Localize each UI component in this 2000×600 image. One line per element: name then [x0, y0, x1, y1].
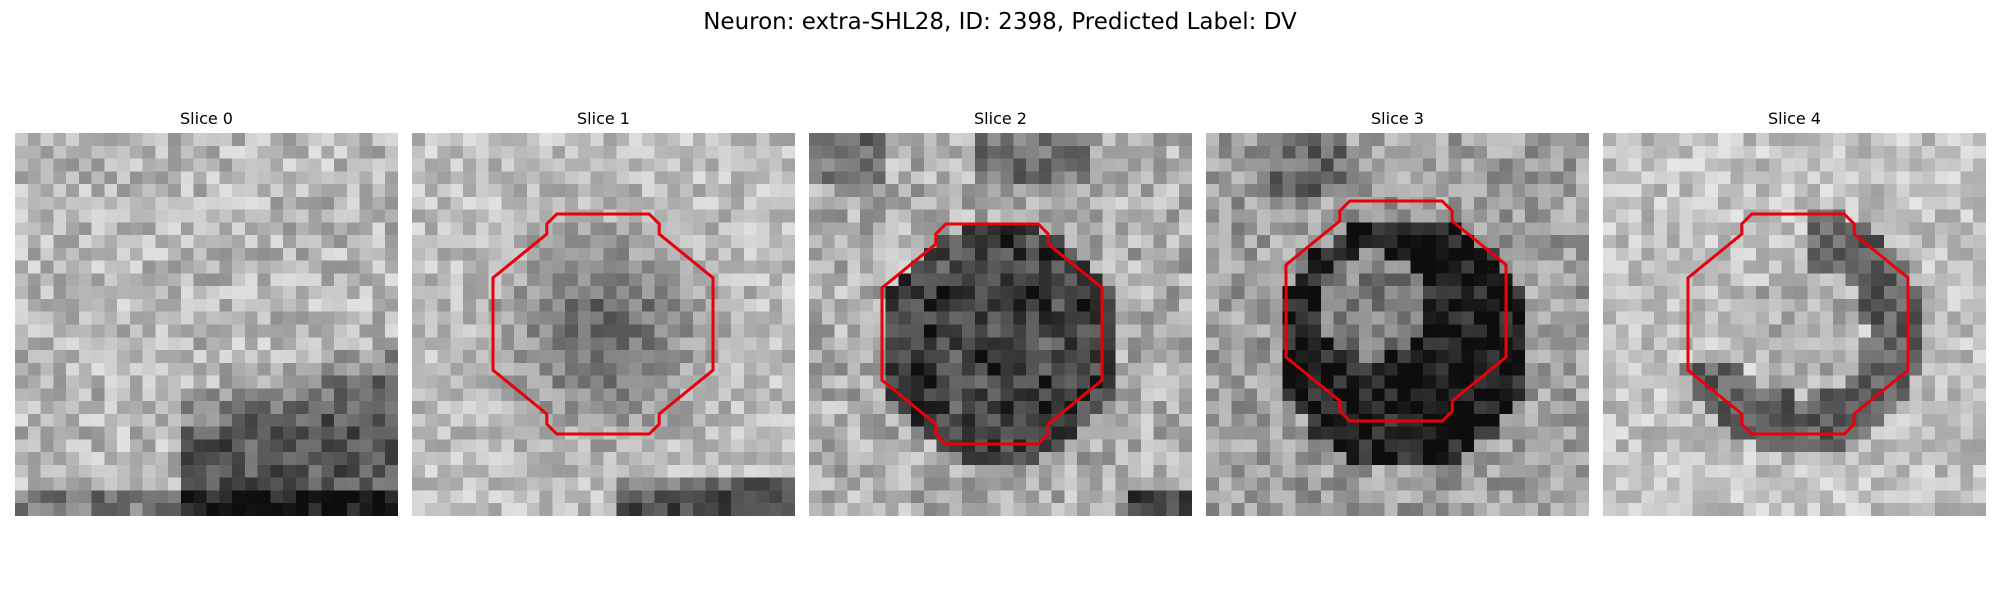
slice-panel-0: Slice 0 — [15, 108, 398, 516]
slice-pixels — [809, 133, 1192, 516]
contour-overlay — [491, 212, 715, 436]
contour-overlay — [880, 222, 1104, 446]
slice-panel-4: Slice 4 — [1603, 108, 1986, 516]
slice-image — [15, 133, 398, 516]
slice-title: Slice 2 — [974, 109, 1027, 128]
slice-title: Slice 1 — [577, 109, 630, 128]
slice-title: Slice 0 — [180, 109, 233, 128]
slice-panel-2: Slice 2 — [809, 108, 1192, 516]
slice-title: Slice 4 — [1768, 109, 1821, 128]
cell-contour — [880, 222, 1104, 446]
cell-contour — [1686, 212, 1910, 436]
slice-title: Slice 3 — [1371, 109, 1424, 128]
slice-pixels — [1603, 133, 1986, 516]
contour-overlay — [15, 133, 398, 516]
slice-image — [1206, 133, 1589, 516]
slice-pixels — [15, 133, 398, 516]
slice-image — [1603, 133, 1986, 516]
slice-image — [412, 133, 795, 516]
slice-pixels — [412, 133, 795, 516]
cell-contour — [491, 212, 715, 436]
contour-overlay — [1686, 212, 1910, 436]
figure-title: Neuron: extra-SHL28, ID: 2398, Predicted… — [703, 9, 1297, 35]
slice-panel-3: Slice 3 — [1206, 108, 1589, 516]
cell-contour — [1284, 199, 1508, 423]
slice-panel-1: Slice 1 — [412, 108, 795, 516]
slice-pixels — [1206, 133, 1589, 516]
slice-image — [809, 133, 1192, 516]
contour-overlay — [1284, 199, 1508, 423]
